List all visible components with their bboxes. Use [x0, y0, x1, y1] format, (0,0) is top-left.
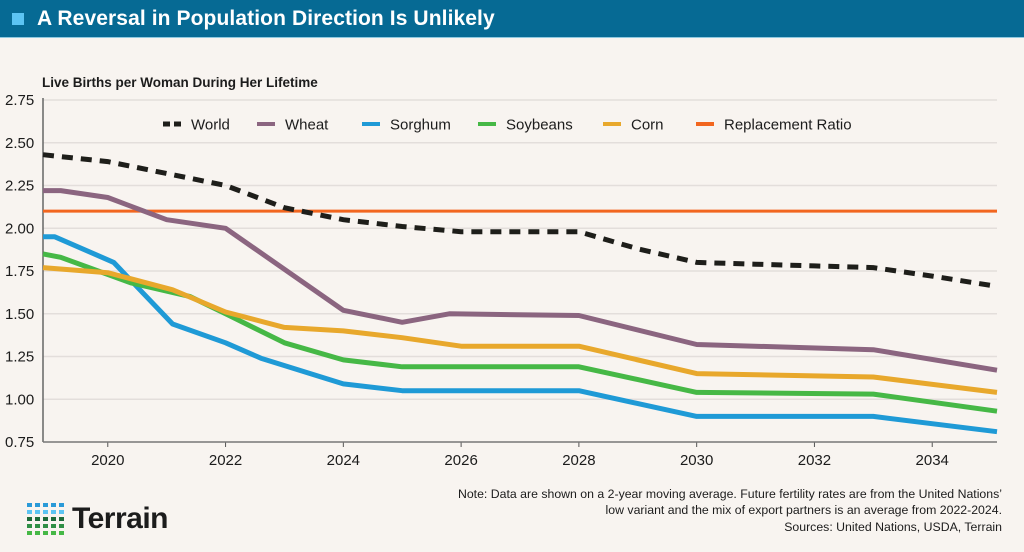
- chart-title: A Reversal in Population Direction Is Un…: [37, 6, 495, 30]
- legend-item-wheat: Wheat: [257, 117, 329, 134]
- legend-label: Corn: [631, 117, 664, 134]
- logo-dot: [51, 503, 56, 507]
- legend-item-corn: Corn: [603, 117, 664, 134]
- x-tick-label: 2032: [798, 452, 831, 469]
- gridlines: [43, 99, 997, 400]
- logo-dot: [35, 517, 40, 521]
- line-chart: 2.75 2.50 2.25 2.00 1.75 1.50 1.25 1.00 0.75 202…: [5, 92, 998, 469]
- note-line-2: low variant and the mix of export partne…: [605, 503, 1002, 517]
- logo-dot: [59, 517, 64, 521]
- y-axis-title: Live Births per Woman During Her Lifetim…: [42, 75, 318, 90]
- logo-dot: [59, 531, 64, 535]
- series-lines: [42, 152, 998, 435]
- terrain-logo: Terrain: [27, 502, 168, 536]
- logo-dot: [35, 531, 40, 535]
- note-line-1: Note: Data are shown on a 2-year moving …: [457, 487, 1002, 501]
- x-tick-label: 2026: [444, 452, 477, 469]
- y-axis-ticks: 2.75 2.50 2.25 2.00 1.75 1.50 1.25 1.00 0.75: [5, 92, 34, 451]
- logo-text: Terrain: [72, 502, 168, 535]
- logo-dot: [51, 531, 56, 535]
- logo-dot: [43, 503, 48, 507]
- logo-dot: [27, 503, 32, 507]
- y-tick-label: 1.75: [5, 263, 34, 280]
- x-axis-ticks: 2020 2022 2024 2026 2028 2030 2032 2034: [91, 442, 949, 469]
- x-tick-label: 2034: [916, 452, 949, 469]
- logo-dot: [51, 517, 56, 521]
- series-line-corn: [42, 265, 998, 395]
- legend-label: Soybeans: [506, 117, 573, 134]
- logo-dot: [35, 524, 40, 528]
- series-line-sorghum: [43, 234, 998, 435]
- logo-dot: [43, 517, 48, 521]
- logo-dot: [59, 510, 64, 514]
- legend-item-replacement-ratio: Replacement Ratio: [696, 117, 852, 134]
- logo-dot: [27, 524, 32, 528]
- sources: Sources: United Nations, USDA, Terrain: [784, 520, 1002, 534]
- y-tick-label: 1.00: [5, 391, 34, 408]
- logo-dot: [43, 524, 48, 528]
- legend-label: Replacement Ratio: [724, 117, 852, 134]
- legend-label: World: [191, 117, 230, 134]
- series-line-world: [42, 152, 998, 289]
- y-tick-label: 2.25: [5, 178, 34, 195]
- x-tick-label: 2022: [209, 452, 242, 469]
- logo-dot: [27, 517, 32, 521]
- y-tick-label: 2.00: [5, 220, 34, 237]
- logo-dot: [59, 524, 64, 528]
- legend-item-soybeans: Soybeans: [478, 117, 573, 134]
- legend-label: Sorghum: [390, 117, 451, 134]
- logo-dot: [59, 503, 64, 507]
- logo-dot: [35, 510, 40, 514]
- chart-note: Note: Data are shown on a 2-year moving …: [458, 486, 1002, 535]
- logo-dot: [51, 524, 56, 528]
- y-tick-label: 0.75: [5, 434, 34, 451]
- y-tick-label: 2.75: [5, 92, 34, 109]
- y-tick-label: 1.25: [5, 349, 34, 366]
- legend-item-world: World: [163, 117, 230, 134]
- y-tick-label: 2.50: [5, 135, 34, 152]
- legend: World Wheat Sorghum Soybeans Corn Replacement…: [163, 117, 852, 134]
- legend-item-sorghum: Sorghum: [362, 117, 451, 134]
- legend-label: Wheat: [285, 117, 329, 134]
- series-line-wheat: [43, 188, 998, 373]
- x-tick-label: 2028: [562, 452, 595, 469]
- y-tick-label: 1.50: [5, 306, 34, 323]
- title-bar: A Reversal in Population Direction Is Un…: [0, 0, 1024, 38]
- logo-grid-icon: [27, 503, 64, 535]
- title-bullet-icon: [12, 12, 24, 25]
- x-tick-label: 2020: [91, 452, 124, 469]
- logo-dot: [51, 510, 56, 514]
- x-tick-label: 2024: [327, 452, 360, 469]
- logo-dot: [35, 503, 40, 507]
- logo-dot: [27, 531, 32, 535]
- logo-dot: [43, 531, 48, 535]
- series-line-soybeans: [42, 251, 998, 414]
- logo-dot: [43, 510, 48, 514]
- x-tick-label: 2030: [680, 452, 713, 469]
- logo-dot: [27, 510, 32, 514]
